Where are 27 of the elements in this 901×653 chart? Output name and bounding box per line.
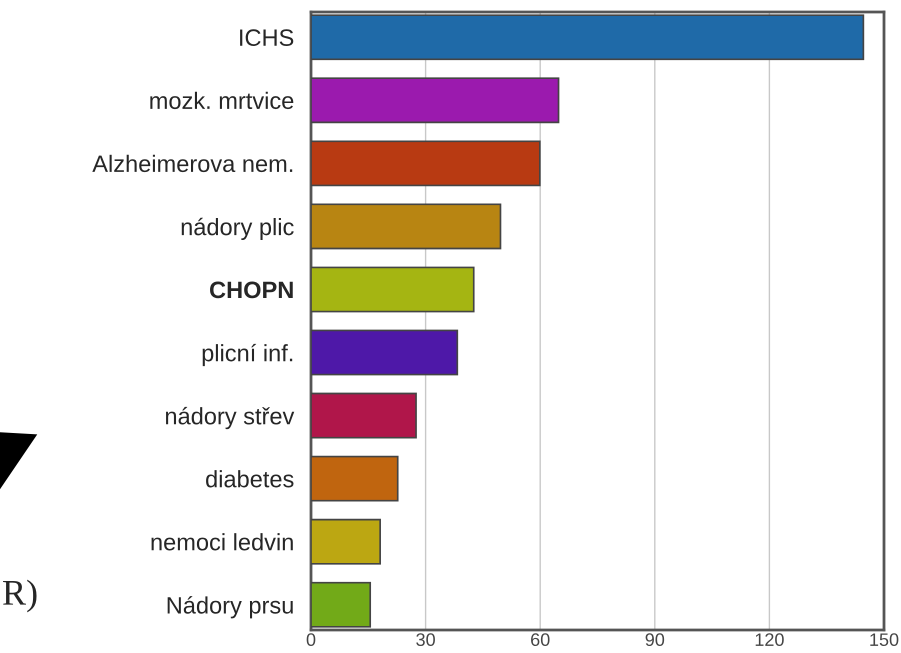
x-tick-label: 60 <box>531 633 550 646</box>
y-tick-label: Nádory prsu <box>168 596 293 618</box>
y-tick-label: plicní inf. <box>202 344 292 366</box>
bar <box>311 330 458 376</box>
bar <box>311 456 399 502</box>
bar <box>311 140 541 186</box>
bar <box>311 518 381 565</box>
y-tick-label: ICHS <box>240 29 294 46</box>
bar <box>311 14 864 60</box>
x-tick-label: 90 <box>646 633 664 646</box>
y-tick-label: nádory plic <box>182 218 294 240</box>
x-tick-label: 30 <box>416 633 435 646</box>
y-tick-label: nádory střev <box>166 406 294 430</box>
x-tick-label: 150 <box>870 633 898 646</box>
bar <box>311 582 372 628</box>
y-tick-label: Alzheimerova nem. <box>92 154 292 172</box>
x-tick-label: 0 <box>306 633 316 646</box>
bar <box>311 204 502 250</box>
y-tick-label: CHOPN <box>210 282 293 298</box>
x-tick-label: 120 <box>756 633 784 646</box>
y-tick-label: diabetes <box>206 470 294 488</box>
text: R) <box>3 580 37 612</box>
bar <box>311 392 417 438</box>
bar <box>311 77 560 124</box>
y-tick-label: nemoci ledvin <box>152 533 293 550</box>
bar <box>311 266 475 312</box>
y-tick-label: mozk. mrtvice <box>150 92 294 110</box>
